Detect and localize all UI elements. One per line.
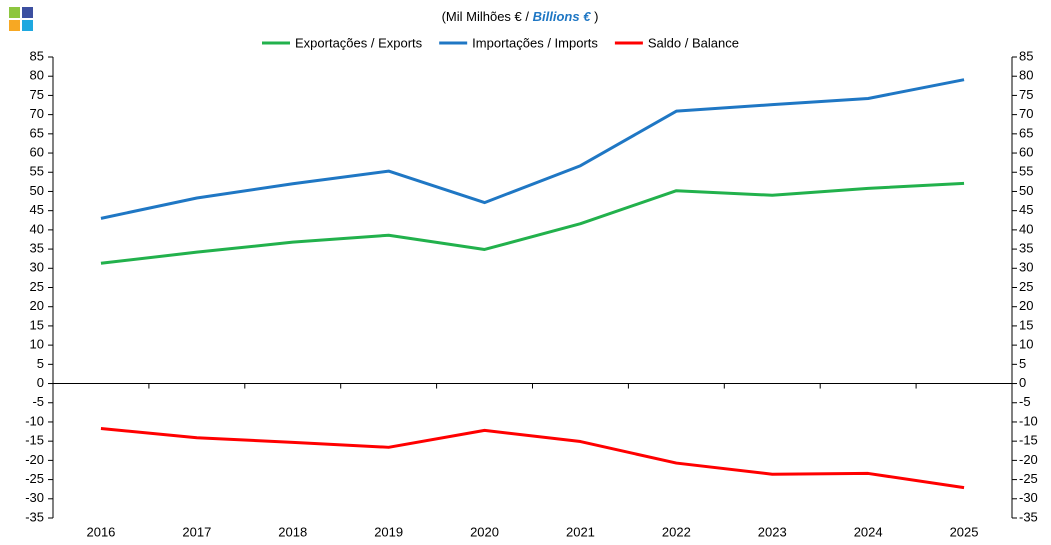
y-tick-label: -20 <box>25 452 44 467</box>
y-tick-label: -15 <box>25 433 44 448</box>
x-tick-label: 2024 <box>854 524 883 539</box>
y-tick-label: 70 <box>30 106 44 121</box>
y2-tick-label: 60 <box>1019 144 1033 159</box>
chart-title: (Mil Milhões € / Billions € ) <box>442 9 599 24</box>
y2-tick-label: 65 <box>1019 125 1033 140</box>
y2-tick-label: -30 <box>1019 490 1038 505</box>
y-tick-label: 65 <box>30 125 44 140</box>
y2-tick-label: 70 <box>1019 106 1033 121</box>
y2-tick-label: 75 <box>1019 87 1033 102</box>
y-tick-label: 5 <box>37 356 44 371</box>
y-tick-label: 40 <box>30 221 44 236</box>
y-tick-label: -10 <box>25 413 44 428</box>
y2-tick-label: 35 <box>1019 241 1033 256</box>
y-tick-label: -5 <box>32 394 44 409</box>
y-tick-label: 75 <box>30 87 44 102</box>
y2-tick-label: 55 <box>1019 164 1033 179</box>
x-tick-label: 2019 <box>374 524 403 539</box>
y2-tick-label: 80 <box>1019 68 1033 83</box>
y2-tick-label: 30 <box>1019 260 1033 275</box>
y2-tick-label: 85 <box>1019 48 1033 63</box>
y-tick-label: 10 <box>30 337 44 352</box>
y2-tick-label: 25 <box>1019 279 1033 294</box>
y-tick-label: -35 <box>25 509 44 524</box>
legend-label: Importações / Imports <box>472 35 598 50</box>
x-tick-label: 2018 <box>278 524 307 539</box>
y2-tick-label: 50 <box>1019 183 1033 198</box>
x-tick-label: 2016 <box>86 524 115 539</box>
y2-tick-label: -35 <box>1019 509 1038 524</box>
title-close: ) <box>594 9 598 24</box>
y-tick-label: -25 <box>25 471 44 486</box>
y2-tick-label: 40 <box>1019 221 1033 236</box>
y2-tick-label: 10 <box>1019 337 1033 352</box>
title-en: Billions € <box>533 9 592 24</box>
legend-label: Exportações / Exports <box>295 35 423 50</box>
y-tick-label: -30 <box>25 490 44 505</box>
y-tick-label: 45 <box>30 202 44 217</box>
logo-square <box>22 20 33 31</box>
x-tick-label: 2022 <box>662 524 691 539</box>
y-tick-label: 60 <box>30 144 44 159</box>
logo-square <box>9 7 20 18</box>
y2-tick-label: 15 <box>1019 317 1033 332</box>
title-pt: (Mil Milhões € / <box>442 9 530 24</box>
y-tick-label: 85 <box>30 48 44 63</box>
x-tick-label: 2017 <box>182 524 211 539</box>
legend-label: Saldo / Balance <box>648 35 739 50</box>
y-tick-label: 50 <box>30 183 44 198</box>
y-tick-label: 30 <box>30 260 44 275</box>
y2-tick-label: 45 <box>1019 202 1033 217</box>
y-tick-label: 0 <box>37 375 44 390</box>
y-tick-label: 15 <box>30 317 44 332</box>
y2-tick-label: -10 <box>1019 413 1038 428</box>
y2-tick-label: -25 <box>1019 471 1038 486</box>
y2-tick-label: -20 <box>1019 452 1038 467</box>
series-line <box>100 78 965 220</box>
y-tick-label: 35 <box>30 241 44 256</box>
x-tick-label: 2025 <box>950 524 979 539</box>
y-tick-label: 20 <box>30 298 44 313</box>
logo <box>9 7 33 31</box>
y-tick-label: 25 <box>30 279 44 294</box>
logo-square <box>22 7 33 18</box>
logo-square <box>9 20 20 31</box>
y2-tick-label: 0 <box>1019 375 1026 390</box>
x-tick-label: 2023 <box>758 524 787 539</box>
y2-tick-label: 20 <box>1019 298 1033 313</box>
y2-tick-label: -5 <box>1019 394 1031 409</box>
x-tick-label: 2020 <box>470 524 499 539</box>
x-tick-label: 2021 <box>566 524 595 539</box>
y-tick-label: 55 <box>30 164 44 179</box>
y2-tick-label: 5 <box>1019 356 1026 371</box>
series-line <box>100 181 965 265</box>
y2-tick-label: -15 <box>1019 433 1038 448</box>
series-line <box>100 426 965 490</box>
y-tick-label: 80 <box>30 68 44 83</box>
